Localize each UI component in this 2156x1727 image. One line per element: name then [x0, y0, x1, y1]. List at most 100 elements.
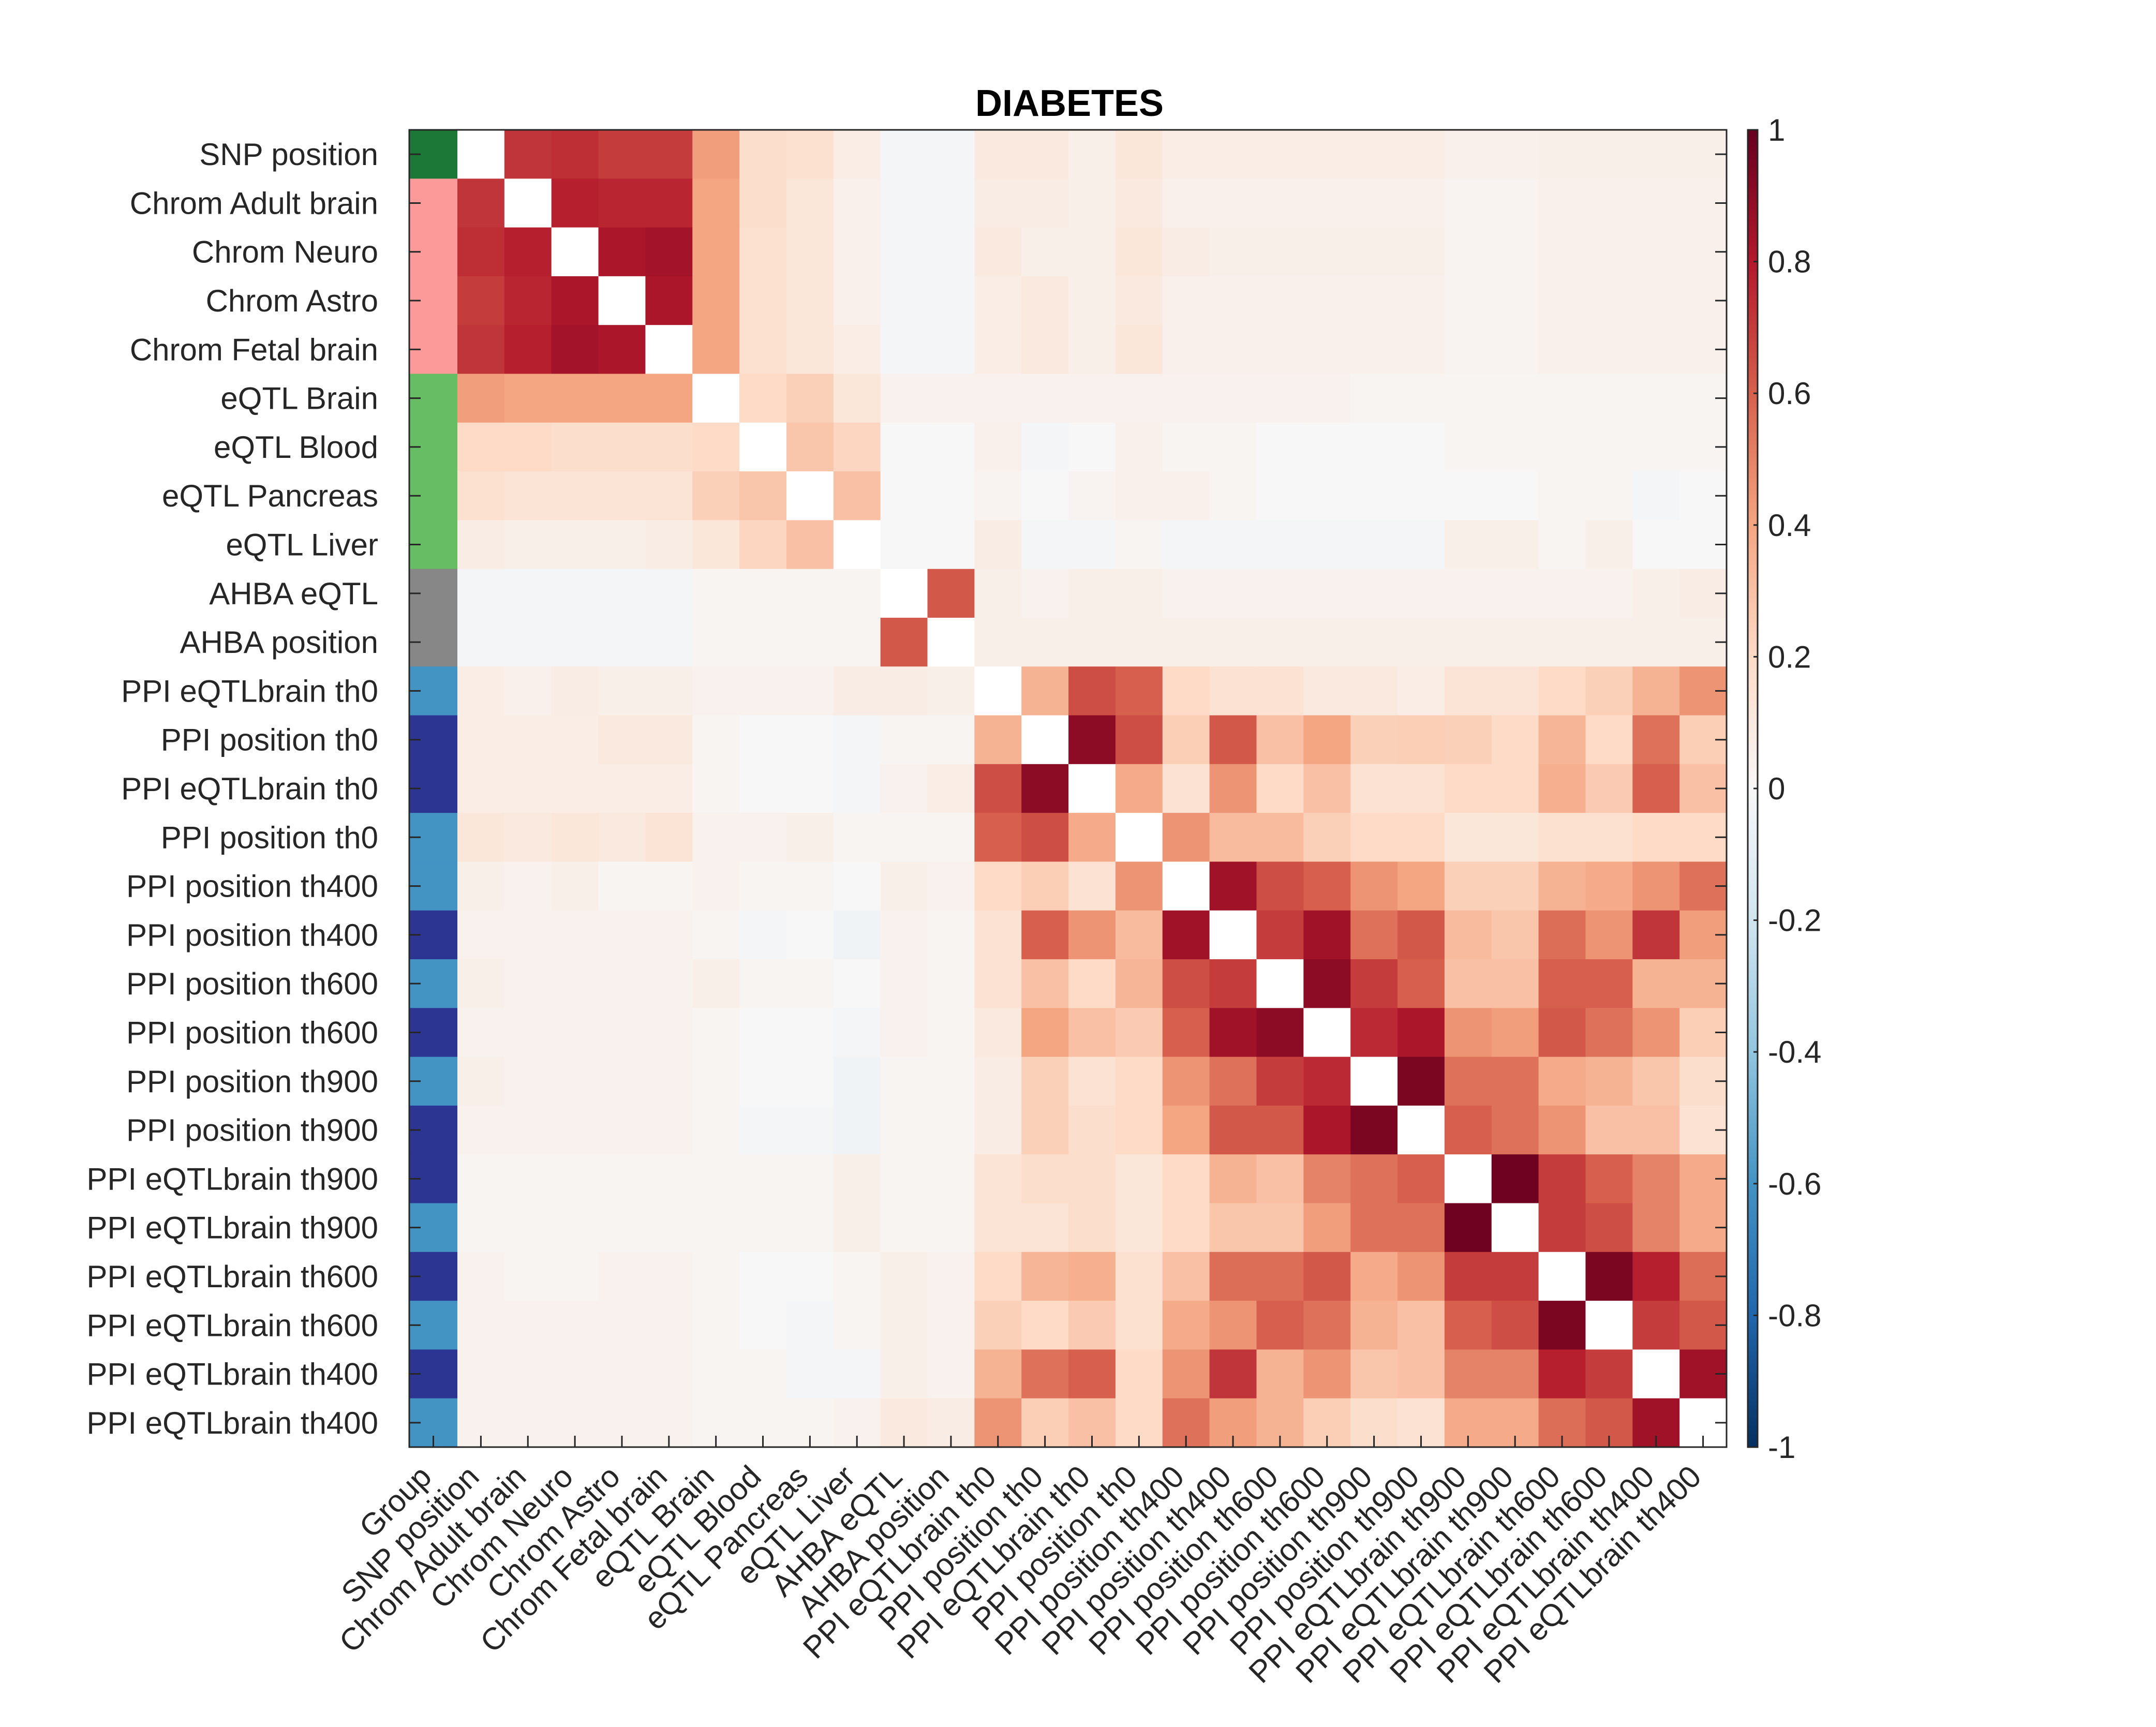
heatmap-cell: [1209, 813, 1257, 862]
heatmap-cell: [739, 1008, 787, 1058]
heatmap-cell: [1444, 1203, 1492, 1253]
heatmap-cell: [1444, 178, 1492, 228]
heatmap-cell: [1021, 1203, 1069, 1253]
heatmap-cell: [598, 227, 646, 277]
heatmap-cell: [739, 178, 787, 228]
heatmap-cell: [457, 617, 505, 667]
heatmap-cell: [1632, 569, 1680, 618]
heatmap-cell: [551, 178, 599, 228]
heatmap-cell: [927, 227, 975, 277]
heatmap-cell: [739, 374, 787, 423]
heatmap-cell: [1538, 325, 1586, 375]
heatmap-cell: [880, 227, 928, 277]
heatmap-cell: [927, 178, 975, 228]
heatmap-cell: [1115, 520, 1163, 570]
heatmap-cell: [1209, 715, 1257, 765]
heatmap-cell: [1444, 520, 1492, 570]
heatmap-cell: [1021, 959, 1069, 1008]
heatmap-cell: [551, 1056, 599, 1106]
heatmap-cell: [1162, 1252, 1210, 1301]
heatmap-cell: [1256, 959, 1304, 1008]
heatmap-cell: [1350, 1008, 1398, 1058]
heatmap-cell: [1491, 520, 1539, 570]
row-label: PPI eQTLbrain th900: [86, 1211, 378, 1245]
heatmap-cell: [1491, 1301, 1539, 1350]
heatmap-cell: [880, 374, 928, 423]
heatmap-cell: [504, 130, 552, 179]
heatmap-cell: [504, 1105, 552, 1155]
heatmap-cell: [551, 959, 599, 1008]
heatmap-cell: [645, 1252, 693, 1301]
heatmap-cell: [1162, 130, 1210, 179]
heatmap-cell: [880, 1203, 928, 1253]
heatmap-cell: [1068, 325, 1116, 375]
heatmap-cell: [1444, 130, 1492, 179]
heatmap-cell: [880, 1349, 928, 1399]
heatmap-cell: [1632, 471, 1680, 520]
heatmap-cell: [927, 130, 975, 179]
heatmap-cell: [551, 1349, 599, 1399]
heatmap-cell: [1115, 1203, 1163, 1253]
heatmap-cell: [598, 374, 646, 423]
heatmap-cell: [1021, 178, 1069, 228]
heatmap-cell: [1256, 374, 1304, 423]
heatmap-cell: [1068, 227, 1116, 277]
heatmap-cell: [1303, 227, 1351, 277]
row-label: PPI eQTLbrain th900: [86, 1162, 378, 1196]
colorbar-label: 0.6: [1768, 376, 1811, 411]
heatmap-cell: [504, 227, 552, 277]
heatmap-cell: [739, 1203, 787, 1253]
heatmap-cell: [880, 325, 928, 375]
heatmap-cell: [1444, 959, 1492, 1008]
heatmap-cell: [1068, 1301, 1116, 1350]
heatmap-cell: [1491, 227, 1539, 277]
heatmap-cell: [927, 1154, 975, 1204]
colorbar-label: -0.8: [1768, 1298, 1821, 1333]
heatmap-cell: [1444, 569, 1492, 618]
heatmap-cell: [598, 1105, 646, 1155]
heatmap-cell: [551, 325, 599, 375]
heatmap-cell: [645, 1301, 693, 1350]
heatmap-cell: [1115, 471, 1163, 520]
heatmap-cell: [1303, 617, 1351, 667]
heatmap-cell: [739, 227, 787, 277]
heatmap-cell: [1397, 569, 1445, 618]
heatmap-cell: [1162, 1301, 1210, 1350]
heatmap-cell: [927, 861, 975, 911]
heatmap-cell: [1115, 1154, 1163, 1204]
heatmap-cell: [1209, 569, 1257, 618]
heatmap-cell: [1491, 861, 1539, 911]
heatmap-cell: [1209, 1203, 1257, 1253]
heatmap-cell: [1162, 471, 1210, 520]
heatmap-cell: [457, 1203, 505, 1253]
heatmap-cell: [692, 569, 740, 618]
heatmap-cell: [1068, 1252, 1116, 1301]
heatmap-cell: [1632, 666, 1680, 716]
row-label: Chrom Neuro: [192, 235, 378, 270]
heatmap-cell: [598, 764, 646, 813]
heatmap-cell: [833, 1349, 881, 1399]
heatmap-cell: [927, 617, 975, 667]
heatmap-cell: [833, 1056, 881, 1106]
heatmap-cell: [1632, 374, 1680, 423]
heatmap-cell: [1256, 1105, 1304, 1155]
heatmap-cell: [739, 1252, 787, 1301]
heatmap-cell: [1538, 130, 1586, 179]
heatmap-cell: [1162, 374, 1210, 423]
heatmap-cell: [551, 1252, 599, 1301]
heatmap-cell: [1632, 1349, 1680, 1399]
heatmap-cell: [786, 959, 834, 1008]
heatmap-cell: [974, 1203, 1022, 1253]
heatmap-cell: [1162, 910, 1210, 960]
heatmap-cell: [1632, 813, 1680, 862]
heatmap-cell: [1021, 227, 1069, 277]
heatmap-cell: [504, 374, 552, 423]
heatmap-cell: [739, 520, 787, 570]
heatmap-cell: [1303, 1252, 1351, 1301]
row-label: PPI position th0: [161, 820, 378, 855]
heatmap-cell: [1209, 227, 1257, 277]
heatmap-cell: [1350, 764, 1398, 813]
heatmap-cell: [833, 471, 881, 520]
chart-title: DIABETES: [975, 83, 1164, 124]
